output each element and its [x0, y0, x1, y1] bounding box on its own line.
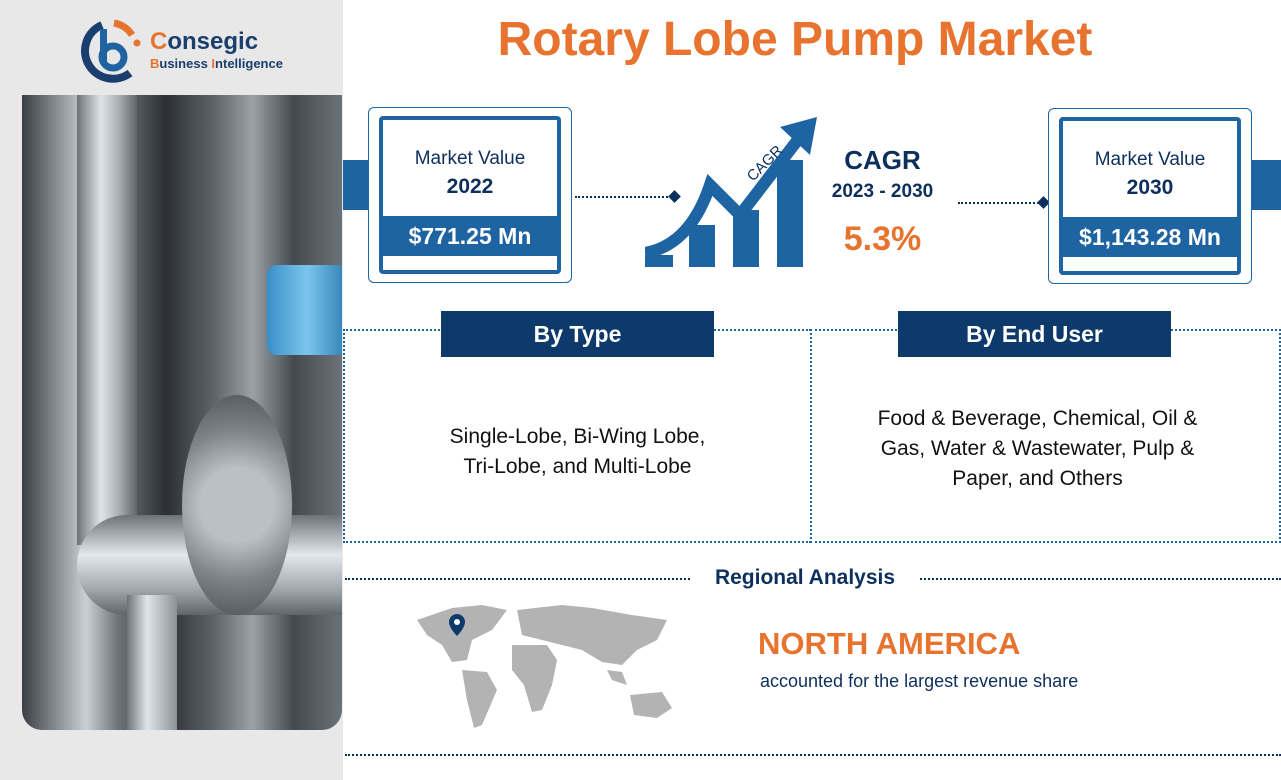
market-value-label: Market Value	[414, 148, 526, 169]
logo-mark-icon	[81, 19, 141, 83]
cagr-title: CAGR	[844, 145, 921, 175]
consegic-logo[interactable]: Consegic Business Intelligence	[80, 12, 310, 87]
brand-tagline: Business Intelligence	[150, 56, 283, 71]
right-accent-bar	[1251, 160, 1281, 210]
pump-pipe-photo	[22, 95, 342, 730]
region-name: NORTH AMERICA	[758, 626, 1021, 661]
connector-right	[958, 202, 1043, 204]
market-value-year: 2022	[446, 175, 494, 198]
connector-left	[575, 196, 675, 198]
regional-divider-bottom	[345, 754, 1281, 756]
market-value-2030-card: Market Value 2030 $1,143.28 Mn	[1048, 108, 1252, 284]
by-end-user-header: By End User	[898, 311, 1171, 357]
by-end-user-text: Food & Beverage, Chemical, Oil & Gas, Wa…	[877, 407, 1198, 490]
market-value-amount: $1,143.28 Mn	[1063, 217, 1237, 257]
cagr-range: 2023 - 2030	[831, 181, 934, 202]
regional-analysis-title: Regional Analysis	[690, 566, 920, 590]
by-type-header: By Type	[441, 311, 714, 357]
region-description: accounted for the largest revenue share	[760, 671, 1079, 691]
by-type-text: Single-Lobe, Bi-Wing Lobe, Tri-Lobe, and…	[449, 425, 706, 478]
world-map-icon	[417, 605, 672, 728]
page-title: Rotary Lobe Pump Market	[497, 13, 1093, 66]
cagr-growth-chart-icon: CAGR	[645, 117, 817, 267]
cagr-value: 5.3%	[843, 220, 922, 258]
left-panel: Consegic Business Intelligence	[0, 0, 343, 780]
market-value-2022-card: Market Value 2022 $771.25 Mn	[368, 107, 572, 283]
market-value-amount: $771.25 Mn	[383, 216, 557, 256]
brand-name: Consegic	[150, 28, 259, 55]
market-value-year: 2030	[1126, 176, 1174, 199]
market-value-label: Market Value	[1094, 149, 1206, 170]
